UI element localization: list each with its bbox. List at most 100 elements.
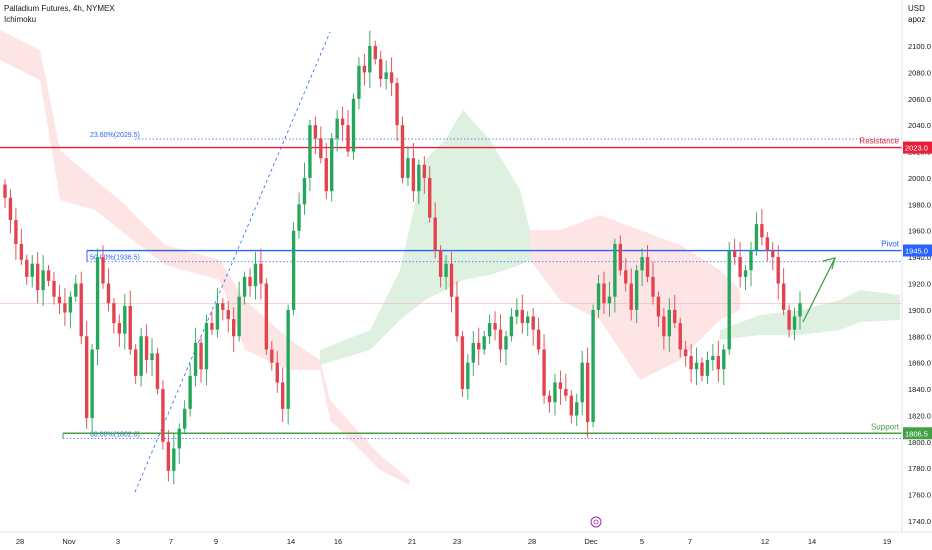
arrow-head: [822, 257, 836, 270]
candle-body: [90, 349, 94, 419]
candle-body: [564, 389, 568, 396]
candle-body: [722, 349, 726, 370]
cloud-bullish-1: [320, 110, 530, 365]
candle-body: [547, 395, 552, 403]
candle-body: [449, 263, 454, 297]
key-levels: Resistance Pivot Support: [0, 137, 902, 439]
price-tag-support: [903, 427, 932, 440]
candle-body: [634, 270, 639, 310]
time-tick-label: 14: [808, 537, 816, 546]
candle-body: [602, 283, 606, 304]
candle-body: [46, 270, 51, 281]
time-tick-label: 23: [453, 537, 461, 546]
price-tick-label: 1780.0: [908, 464, 931, 473]
price-tick-label: 1940.0: [908, 253, 931, 262]
candle-body: [204, 323, 209, 370]
candle-body: [455, 296, 459, 337]
candle-body: [580, 362, 584, 403]
candle-body: [155, 353, 160, 390]
candle-body: [237, 296, 241, 337]
candle-body: [667, 309, 672, 337]
currency-label[interactable]: USD: [908, 4, 925, 13]
candle-body: [286, 309, 290, 409]
time-tick-label: 9: [214, 537, 218, 546]
price-tick-label: 1840.0: [908, 385, 931, 394]
candle-body: [362, 65, 367, 73]
price-tick-label: 1740.0: [908, 517, 931, 526]
candle-body: [477, 342, 481, 350]
candle-body: [754, 224, 759, 251]
scale-mode-label[interactable]: apoz: [908, 15, 926, 24]
price-tick-label: 1820.0: [908, 411, 931, 420]
time-tick-label: 21: [408, 537, 416, 546]
price-tick-label: 2080.0: [908, 68, 931, 77]
candle-body: [384, 72, 388, 79]
candle-body: [482, 336, 486, 350]
candle-body: [395, 82, 399, 126]
fib-level-label: 50.00%(1936.5): [90, 255, 140, 262]
chart-header: Palladium Futures, 4h, NYMEX Ichimoku: [4, 3, 115, 25]
candle-body: [112, 303, 116, 324]
price-tick-label: 1760.0: [908, 491, 931, 500]
candle-body: [297, 204, 301, 231]
candle-body: [471, 342, 475, 363]
candle-body: [242, 276, 247, 297]
candle-body: [781, 283, 786, 310]
candle-body: [433, 217, 437, 251]
event-marker-icon-inner: [593, 519, 599, 525]
symbol-title[interactable]: Palladium Futures, 4h, NYMEX: [4, 4, 115, 13]
candle-body: [319, 138, 323, 159]
candle-body: [351, 98, 356, 152]
candle-body: [291, 230, 296, 310]
candle-body: [689, 356, 693, 370]
time-tick-label: 14: [287, 537, 295, 546]
candle-body: [346, 125, 350, 152]
candle-body: [613, 243, 617, 297]
candle-body: [792, 316, 797, 330]
candle-body: [575, 402, 579, 416]
candle-body: [183, 408, 187, 429]
candle-body: [84, 336, 89, 419]
candle-body: [68, 296, 73, 313]
candle-body: [732, 250, 737, 258]
time-tick-label: 3: [116, 537, 120, 546]
candle-body: [188, 375, 192, 409]
candle-body: [760, 224, 764, 238]
time-tick-label: 28: [528, 537, 536, 546]
candle-body: [645, 257, 650, 277]
price-tick-label: 2040.0: [908, 121, 931, 130]
candle-body: [215, 303, 220, 330]
time-axis: 28 Nov 3 7 9 14 16 21 23 28 Dec 5 7 12 14 19: [0, 516, 932, 546]
candle-body: [177, 428, 181, 449]
candles: [3, 30, 802, 485]
candle-body: [161, 389, 165, 442]
candle-body: [460, 336, 465, 390]
candle-body: [19, 243, 24, 260]
fibonacci-retracement: 23.60%(2029.5) 50.00%(1936.5) 88.00%(1802.…: [63, 32, 902, 493]
candle-body: [705, 360, 710, 376]
candle-body: [678, 323, 682, 350]
candle-body: [765, 237, 770, 251]
price-tick-label: 1960.0: [908, 227, 931, 236]
candle-body: [63, 303, 67, 313]
price-tick-label: 2060.0: [908, 95, 931, 104]
candle-body: [716, 356, 721, 370]
candle-body: [166, 441, 171, 471]
candle-body: [694, 362, 699, 370]
candle-body: [340, 118, 345, 126]
candle-body: [150, 353, 154, 361]
candle-body: [596, 283, 601, 310]
candle-body: [656, 296, 661, 317]
candle-body: [313, 125, 318, 139]
candle-body: [330, 138, 334, 192]
candle-body: [52, 280, 56, 297]
candle-body: [629, 283, 633, 310]
level-label-support: Support: [871, 422, 900, 431]
candle-body: [498, 329, 503, 350]
candle-body: [504, 336, 508, 350]
candle-body: [683, 349, 688, 357]
candle-body: [270, 349, 274, 363]
candle-body: [428, 177, 432, 218]
indicator-label[interactable]: Ichimoku: [4, 15, 37, 24]
